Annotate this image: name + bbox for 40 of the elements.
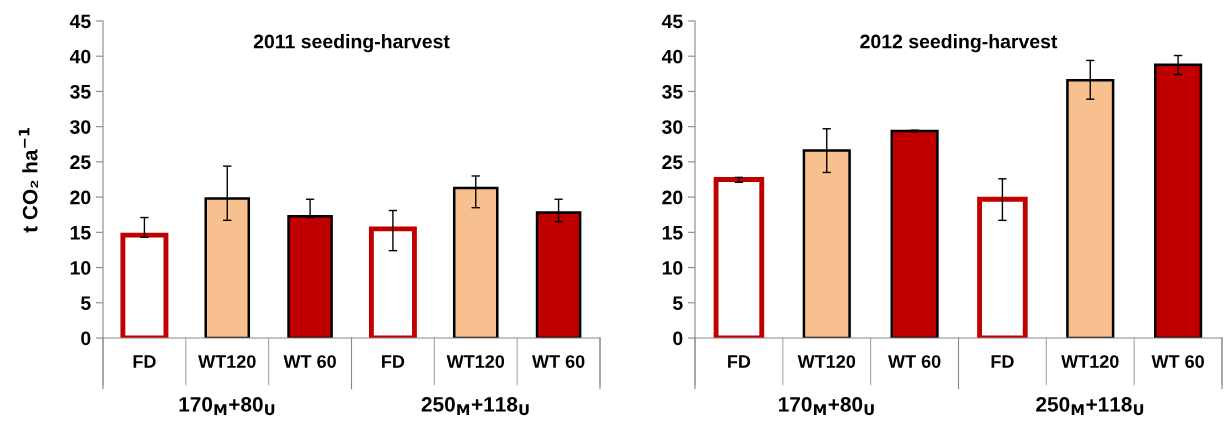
x-tick-label: WT120 bbox=[1061, 355, 1119, 368]
y-tick-label: 30 bbox=[662, 120, 683, 134]
bar bbox=[890, 129, 939, 338]
x-tick-label: WT 60 bbox=[888, 355, 941, 368]
y-tick-label: 0 bbox=[81, 331, 91, 346]
text: 250$_{M}$+118$_{U}$ bbox=[421, 396, 529, 416]
x-tick-label: WT 60 bbox=[532, 355, 585, 368]
x-tick-label: FD bbox=[991, 355, 1014, 368]
y-tick-label: 20 bbox=[70, 190, 91, 205]
y-tick-label: 45 bbox=[661, 14, 683, 29]
y-tick-label: 35 bbox=[70, 84, 91, 99]
text: 2011 seeding-harvest bbox=[253, 34, 450, 53]
text: 170$_{M}$+80$_{U}$ bbox=[779, 396, 874, 416]
x-tick-label: FD bbox=[133, 355, 156, 368]
y-tick-label: 25 bbox=[70, 155, 91, 170]
y-tick-label: 40 bbox=[69, 49, 91, 64]
y-tick-label: 15 bbox=[70, 226, 91, 240]
text: 2012 seeding-harvest bbox=[860, 34, 1058, 53]
y-tick-label: 15 bbox=[662, 226, 683, 240]
y-tick-label: 5 bbox=[672, 296, 683, 311]
x-tick-label: FD bbox=[382, 355, 405, 368]
y-tick-label: 30 bbox=[70, 120, 91, 134]
y-tick-label: 40 bbox=[661, 49, 683, 64]
y-tick-label: 45 bbox=[69, 14, 91, 29]
y-tick-label: 0 bbox=[673, 331, 683, 346]
y-tick-label: 5 bbox=[80, 296, 91, 311]
x-tick-label: WT120 bbox=[446, 355, 505, 368]
x-tick-label: WT120 bbox=[198, 355, 256, 368]
x-tick-label: WT 60 bbox=[283, 355, 336, 368]
y-tick-label: 10 bbox=[70, 261, 91, 275]
y-tick-label: 10 bbox=[662, 261, 683, 275]
y-tick-label: 20 bbox=[662, 190, 683, 205]
y-axis-title: t CO₂ ha$^{−1}$ bbox=[18, 127, 38, 233]
y-tick-label: 35 bbox=[662, 84, 683, 99]
x-tick-label: FD bbox=[728, 355, 751, 368]
x-tick-label: WT 60 bbox=[1151, 355, 1204, 368]
text: 250$_{M}$+118$_{U}$ bbox=[1036, 396, 1144, 416]
text: 170$_{M}$+80$_{U}$ bbox=[179, 396, 275, 416]
x-tick-label: WT120 bbox=[797, 355, 856, 368]
y-tick-label: 25 bbox=[662, 155, 683, 170]
